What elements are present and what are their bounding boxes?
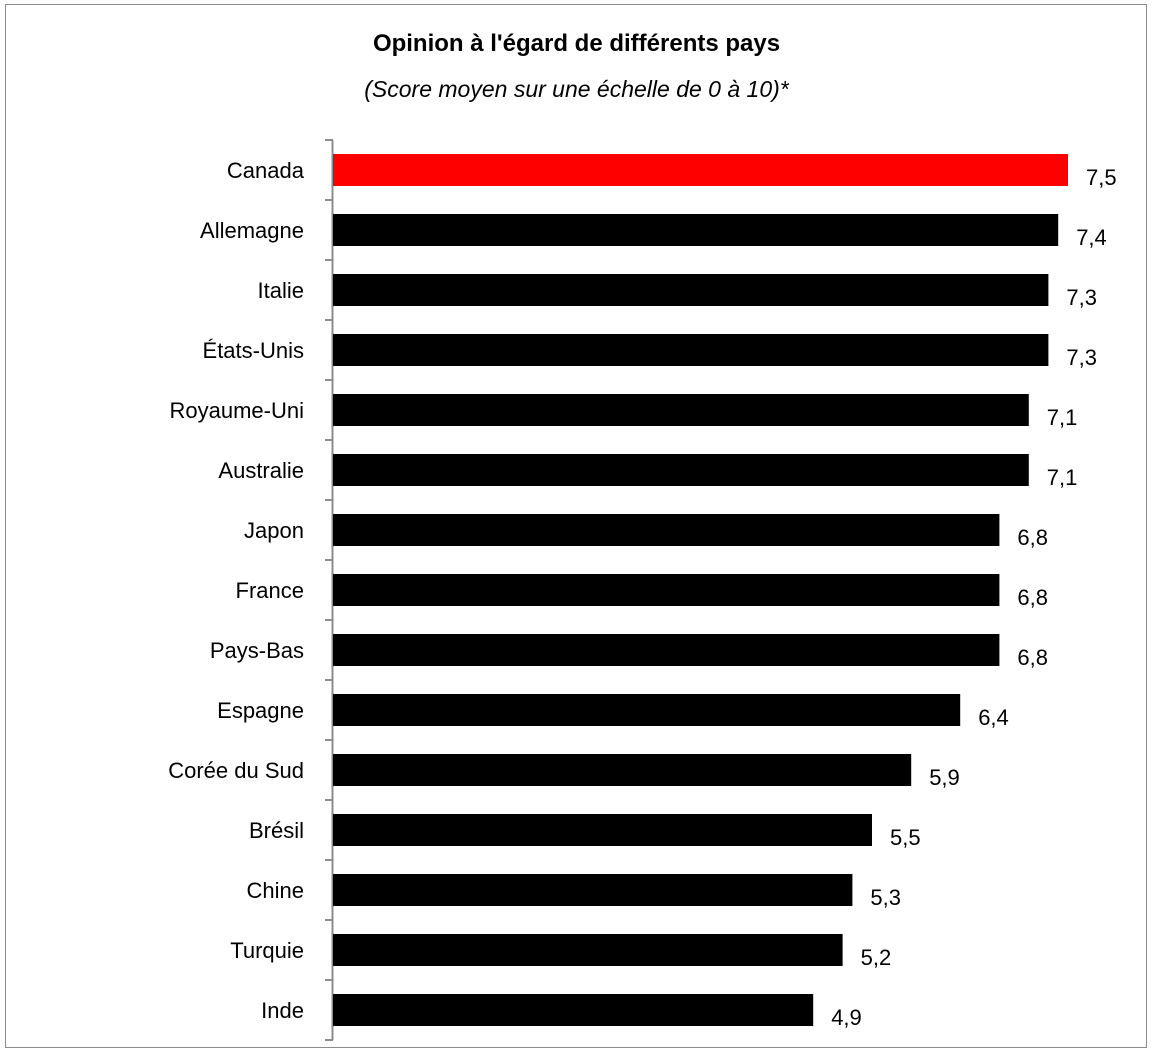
data-label: 7,5 (1086, 165, 1117, 190)
category-label: Chine (247, 878, 304, 903)
data-label: 5,9 (929, 765, 960, 790)
bar (333, 514, 1000, 546)
category-label: Allemagne (200, 218, 304, 243)
bar (333, 454, 1029, 486)
data-label: 4,9 (831, 1005, 862, 1030)
bar (333, 754, 912, 786)
data-label: 6,4 (978, 705, 1009, 730)
bar (333, 874, 853, 906)
category-label: Canada (227, 158, 305, 183)
chart-title: Opinion à l'égard de différents pays (372, 30, 781, 57)
bar (333, 394, 1029, 426)
data-label: 7,1 (1047, 405, 1078, 430)
category-label: Inde (261, 998, 304, 1023)
data-label: 7,3 (1066, 345, 1097, 370)
bar (333, 694, 961, 726)
category-label: Australie (218, 458, 304, 483)
data-label: 5,3 (870, 885, 901, 910)
category-label: Japon (244, 518, 304, 543)
bar (333, 574, 1000, 606)
data-label: 6,8 (1017, 525, 1048, 550)
chart-subtitle: (Score moyen sur une échelle de 0 à 10)* (364, 76, 789, 102)
bar (333, 334, 1049, 366)
bar (333, 934, 843, 966)
data-label: 6,8 (1017, 645, 1048, 670)
data-label: 6,8 (1017, 585, 1048, 610)
data-label: 5,2 (861, 945, 892, 970)
bar (333, 634, 1000, 666)
bar (333, 154, 1068, 186)
data-label: 7,1 (1047, 465, 1078, 490)
bar (333, 274, 1049, 306)
category-label: États-Unis (203, 338, 304, 363)
bar (333, 994, 814, 1026)
category-label: Royaume-Uni (170, 398, 305, 423)
data-label: 7,3 (1066, 285, 1097, 310)
category-label: Espagne (217, 698, 304, 723)
data-label: 5,5 (890, 825, 921, 850)
category-label: Italie (258, 278, 304, 303)
category-label: Turquie (230, 938, 304, 963)
category-label: Pays-Bas (210, 638, 304, 663)
data-label: 7,4 (1076, 225, 1107, 250)
bar (333, 814, 872, 846)
category-label: Brésil (249, 818, 304, 843)
category-label: France (236, 578, 304, 603)
category-label: Corée du Sud (168, 758, 304, 783)
bar (333, 214, 1059, 246)
